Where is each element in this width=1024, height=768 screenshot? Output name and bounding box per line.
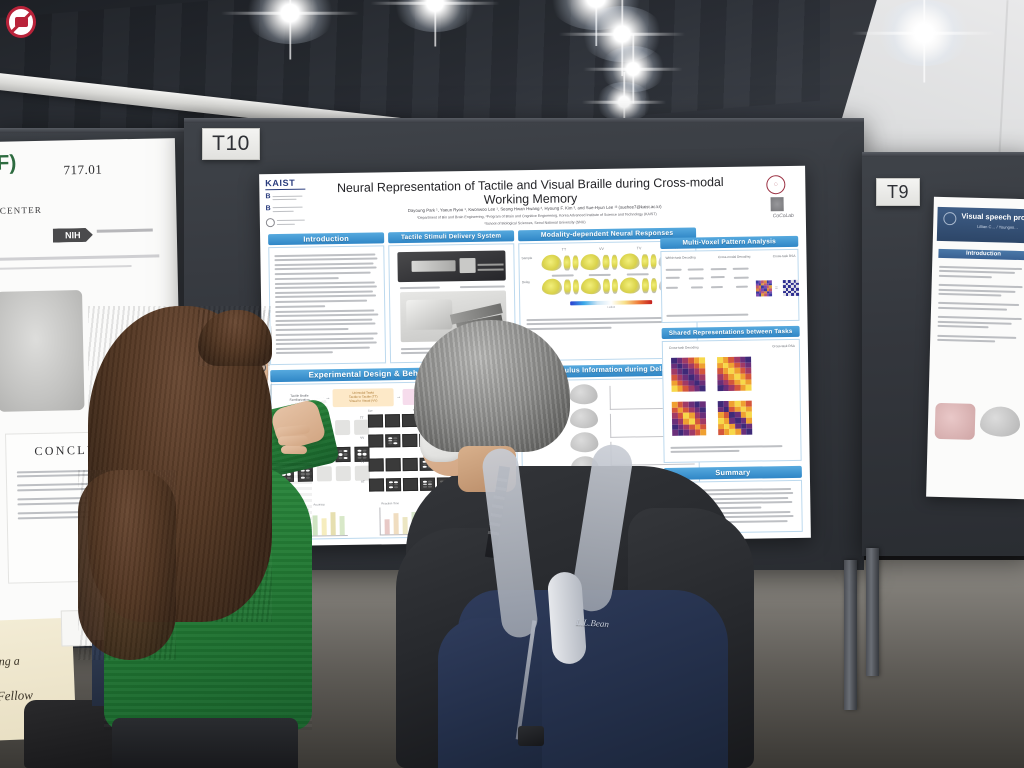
board-frame-top	[184, 118, 864, 123]
mvpa-sub-0: Within-task Decoding	[665, 255, 696, 260]
board-frame-top	[0, 128, 206, 133]
cocolab-logo: ◌	[766, 175, 786, 195]
ceiling-light	[876, 0, 972, 66]
cocolab-wordmark: CoCoLab	[772, 212, 794, 220]
board-leg	[844, 560, 857, 710]
modality-col-vv: VV	[599, 246, 604, 251]
right-poster-section-title: Introduction	[938, 248, 1024, 261]
section-header-introduction: Introduction	[268, 232, 385, 246]
mvpa-rsa-matrix	[755, 280, 773, 297]
board-number-t9-label: T9	[886, 181, 909, 202]
mvpa-subsection-labels: Within-task Decoding Cross-modal Decodin…	[665, 254, 795, 260]
kaist-seal-logo	[770, 197, 784, 212]
woman-hair-lock	[78, 470, 176, 660]
right-poster-figure	[934, 402, 976, 440]
right-poster-seal-icon	[943, 211, 957, 226]
board-number-t10-label: T10	[212, 132, 250, 155]
board-number-t9: T9	[876, 178, 920, 206]
right-poster-body	[937, 263, 1024, 346]
board-number-t10: T10	[202, 128, 260, 160]
board-frame-top	[862, 152, 1024, 157]
modality-row-label-delay: Delay	[521, 280, 531, 285]
right-poster-title-fragment: Visual speech pro	[961, 211, 1024, 223]
right-poster: Visual speech pro Lillian C… / Youngmi… …	[926, 196, 1024, 500]
woman-skirt	[112, 718, 298, 768]
dept-logo-1: B	[265, 192, 311, 203]
right-poster-header: Visual speech pro Lillian C… / Youngmi…	[936, 206, 1024, 244]
left-poster-abstract-number: 717.01	[63, 161, 103, 178]
left-poster-divider	[0, 254, 160, 262]
left-poster-affiliation-fragment: AL CENTER	[0, 204, 43, 216]
modality-col-tv: TV	[636, 246, 642, 251]
research-org-logo	[265, 217, 312, 228]
right-poster-subtitle-fragment: Lillian C… / Youngmi…	[977, 223, 1019, 230]
left-poster-figure	[0, 290, 85, 412]
dept-logo-2: B	[266, 204, 312, 215]
nih-logo: NIH	[53, 228, 93, 243]
kaist-logo: KAIST	[265, 177, 296, 189]
shared-sub-1: Cross-task RSA	[772, 343, 795, 349]
mvpa-sub-1: Cross-modal Decoding	[717, 254, 751, 260]
woman-finger	[280, 445, 308, 455]
section-header-tactile-stimuli: Tactile Stimuli Delivery System	[388, 230, 515, 244]
woman-finger	[277, 435, 309, 446]
board-leg	[866, 548, 879, 676]
modality-col-tt: TT	[561, 247, 567, 252]
man-hair	[414, 320, 570, 452]
section-header-mvpa: Multi-Voxel Pattern Analysis	[660, 235, 799, 250]
left-poster-logo-text	[96, 228, 153, 233]
poster-logo-block: KAIST B B	[265, 177, 312, 230]
panel-mvpa: Within-task Decoding Cross-modal Decodin…	[660, 248, 800, 324]
device-caption-1	[399, 283, 446, 291]
woman-hair-front	[198, 310, 272, 366]
right-poster-brain-figure	[979, 406, 1021, 438]
mvpa-rsa-model	[782, 279, 800, 297]
presenter-woman	[78, 300, 368, 768]
mvpa-diagrams: =	[665, 264, 800, 310]
backpack-buckle	[518, 726, 544, 746]
handwritten-note-above: ing a	[0, 653, 21, 669]
visitor-man: L.L.Bean	[396, 318, 756, 768]
man-hair-texture	[414, 320, 570, 452]
device-photo	[397, 250, 506, 283]
trial-event-cue: Cue	[367, 409, 373, 413]
ceiling-light	[596, 82, 652, 122]
colorbar-label: t-value	[607, 305, 616, 309]
kaist-logo-rule	[265, 188, 306, 191]
device-caption-2	[459, 282, 508, 290]
left-poster-text-line	[0, 264, 132, 271]
mvpa-sub-2: Cross-task RSA	[772, 253, 796, 259]
no-photography-icon	[6, 6, 36, 38]
modality-row-label-sample: Sample	[521, 256, 533, 261]
